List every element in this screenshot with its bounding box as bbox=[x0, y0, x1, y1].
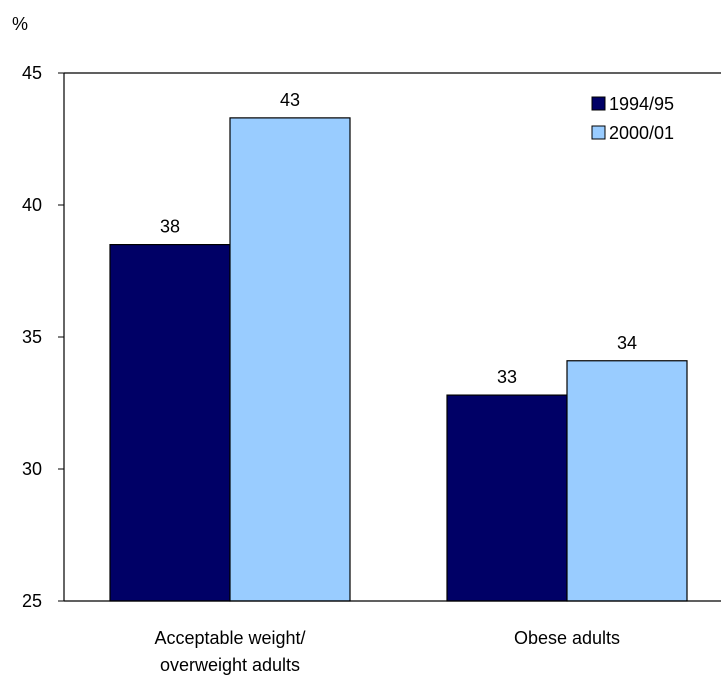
bar bbox=[446, 394, 568, 602]
x-axis-labels: Acceptable weight/overweight adults Obese… bbox=[154, 628, 620, 675]
bar-data-label: 34 bbox=[617, 333, 637, 353]
bar-data-label: 43 bbox=[280, 90, 300, 110]
bar bbox=[566, 360, 688, 602]
legend-swatch bbox=[591, 125, 606, 140]
y-tick-label: 30 bbox=[22, 459, 42, 479]
y-tick-label: 40 bbox=[22, 195, 42, 215]
bar-data-label: 38 bbox=[160, 217, 180, 237]
x-category-label: Acceptable weight/ bbox=[154, 628, 305, 648]
y-tick-label: 35 bbox=[22, 327, 42, 347]
y-axis-ticks: 25 30 35 40 45 bbox=[22, 63, 64, 611]
legend-swatch bbox=[591, 96, 606, 111]
bar bbox=[229, 117, 351, 602]
y-tick-label: 25 bbox=[22, 591, 42, 611]
y-axis-label: % bbox=[12, 14, 28, 34]
legend-label: 1994/95 bbox=[609, 94, 674, 114]
bar-data-label: 33 bbox=[497, 367, 517, 387]
bar bbox=[109, 244, 231, 602]
legend: 1994/95 2000/01 bbox=[591, 94, 674, 143]
axes-group bbox=[63, 72, 721, 602]
legend-label: 2000/01 bbox=[609, 123, 674, 143]
x-category-label: Obese adults bbox=[514, 628, 620, 648]
y-tick-label: 45 bbox=[22, 63, 42, 83]
x-category-label: overweight adults bbox=[160, 655, 300, 675]
bars-group: 38 43 33 34 bbox=[109, 90, 688, 602]
